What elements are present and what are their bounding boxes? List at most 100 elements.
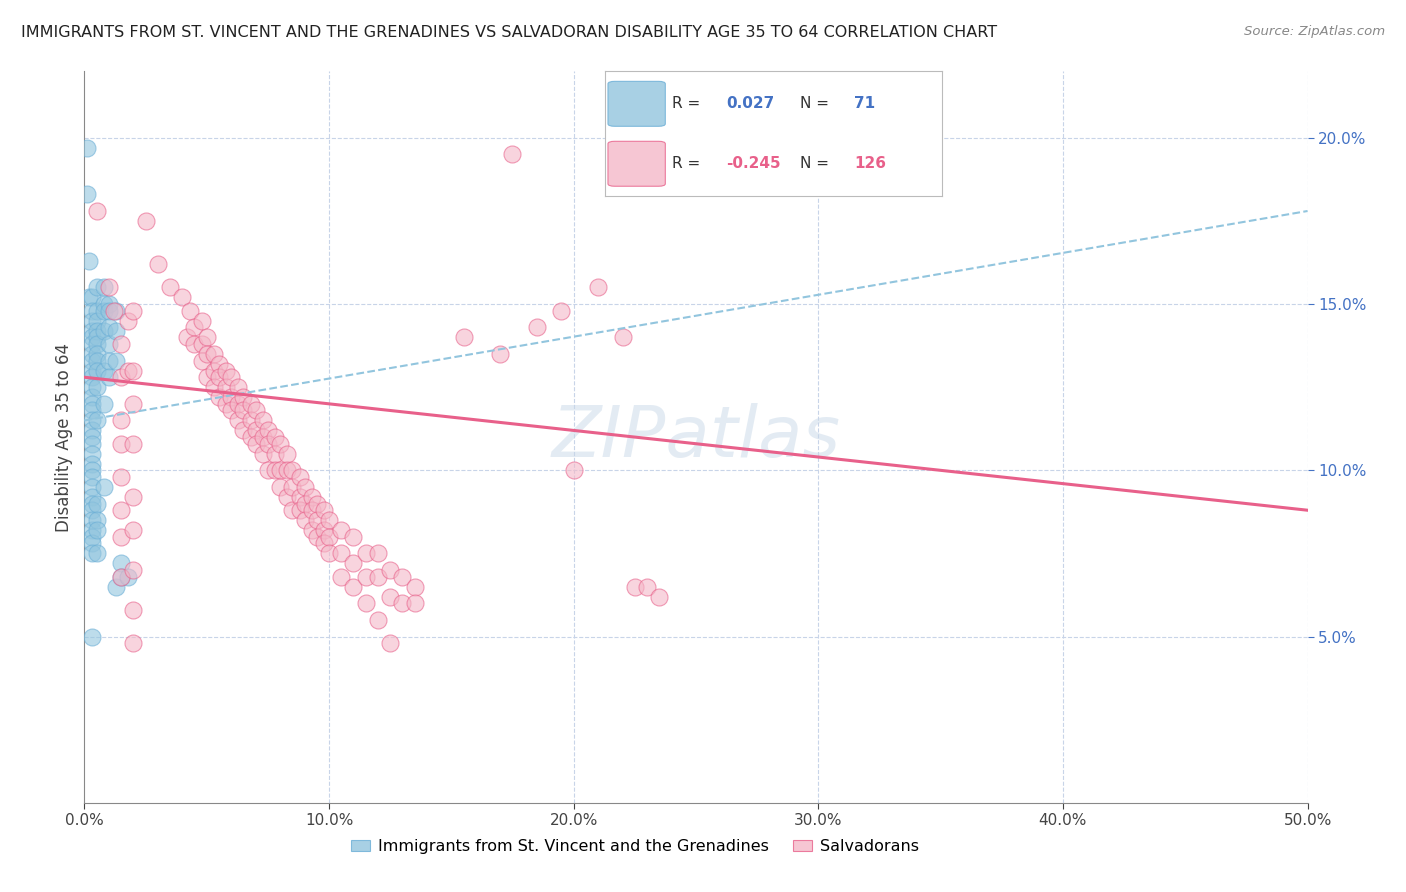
Point (179, 303, 201, 318)
Point (97, 303, 120, 318)
Point (232, 424, 254, 438)
Point (330, 570, 353, 584)
Point (80, 447, 103, 461)
Point (93, 280, 115, 294)
Point (380, 636, 402, 650)
Point (318, 530, 340, 544)
Point (228, 380, 250, 394)
Point (195, 347, 218, 361)
Point (264, 430, 287, 444)
FancyBboxPatch shape (607, 141, 665, 186)
Point (97, 320, 120, 334)
Point (257, 463, 280, 477)
Point (252, 413, 274, 427)
Point (122, 603, 145, 617)
Point (86, 363, 108, 377)
Point (80, 436, 103, 450)
Point (228, 397, 250, 411)
Point (93, 397, 115, 411)
Point (80, 390, 103, 404)
Point (80, 513, 103, 527)
Point (219, 403, 242, 417)
Point (252, 430, 274, 444)
Point (86, 380, 108, 394)
Point (80, 413, 103, 427)
Point (105, 353, 128, 368)
Point (110, 570, 132, 584)
Text: 71: 71 (855, 96, 876, 112)
Point (612, 330, 634, 344)
Point (86, 413, 108, 427)
Point (269, 436, 291, 450)
Point (257, 436, 280, 450)
Point (453, 330, 475, 344)
Text: 0.027: 0.027 (725, 96, 775, 112)
Point (354, 596, 377, 610)
Point (80, 380, 103, 394)
Point (245, 424, 267, 438)
Point (110, 570, 132, 584)
Point (86, 353, 108, 368)
Point (80, 530, 103, 544)
Point (80, 347, 103, 361)
Point (288, 503, 311, 517)
Point (318, 513, 340, 527)
Point (550, 303, 572, 318)
Point (391, 570, 413, 584)
Point (367, 570, 389, 584)
Point (80, 457, 103, 471)
Point (80, 630, 103, 644)
Point (342, 530, 364, 544)
Point (661, 147, 683, 161)
Point (219, 370, 242, 384)
Point (202, 363, 225, 377)
Point (110, 557, 132, 571)
Point (122, 563, 145, 577)
Point (305, 530, 328, 544)
Point (97, 370, 120, 384)
Point (342, 580, 364, 594)
Point (80, 503, 103, 517)
Point (76, 187, 98, 202)
Text: Source: ZipAtlas.com: Source: ZipAtlas.com (1244, 25, 1385, 38)
Text: N =: N = (800, 156, 830, 171)
Point (97, 297, 120, 311)
Point (301, 523, 323, 537)
Point (86, 513, 108, 527)
Text: R =: R = (672, 156, 700, 171)
Point (215, 380, 238, 394)
Point (93, 303, 115, 318)
Point (80, 470, 103, 484)
Point (281, 463, 304, 477)
Point (80, 546, 103, 560)
Point (489, 347, 512, 361)
Point (80, 424, 103, 438)
Point (191, 353, 214, 368)
Point (97, 353, 120, 368)
Point (80, 303, 103, 318)
Point (86, 204, 108, 219)
Point (80, 324, 103, 338)
Y-axis label: Disability Age 35 to 64: Disability Age 35 to 64 (55, 343, 73, 532)
Point (76, 141, 98, 155)
Point (288, 470, 311, 484)
Point (80, 290, 103, 304)
Point (276, 490, 298, 504)
Point (264, 463, 287, 477)
Point (215, 397, 238, 411)
Point (122, 636, 145, 650)
Point (80, 463, 103, 477)
Point (245, 403, 267, 417)
Point (103, 303, 125, 318)
Point (86, 347, 108, 361)
Point (195, 330, 218, 344)
Point (80, 363, 103, 377)
Point (239, 430, 262, 444)
Point (110, 413, 132, 427)
Point (330, 523, 353, 537)
Point (86, 523, 108, 537)
Text: N =: N = (800, 96, 830, 112)
Point (276, 463, 298, 477)
Point (269, 480, 291, 494)
Point (276, 447, 298, 461)
